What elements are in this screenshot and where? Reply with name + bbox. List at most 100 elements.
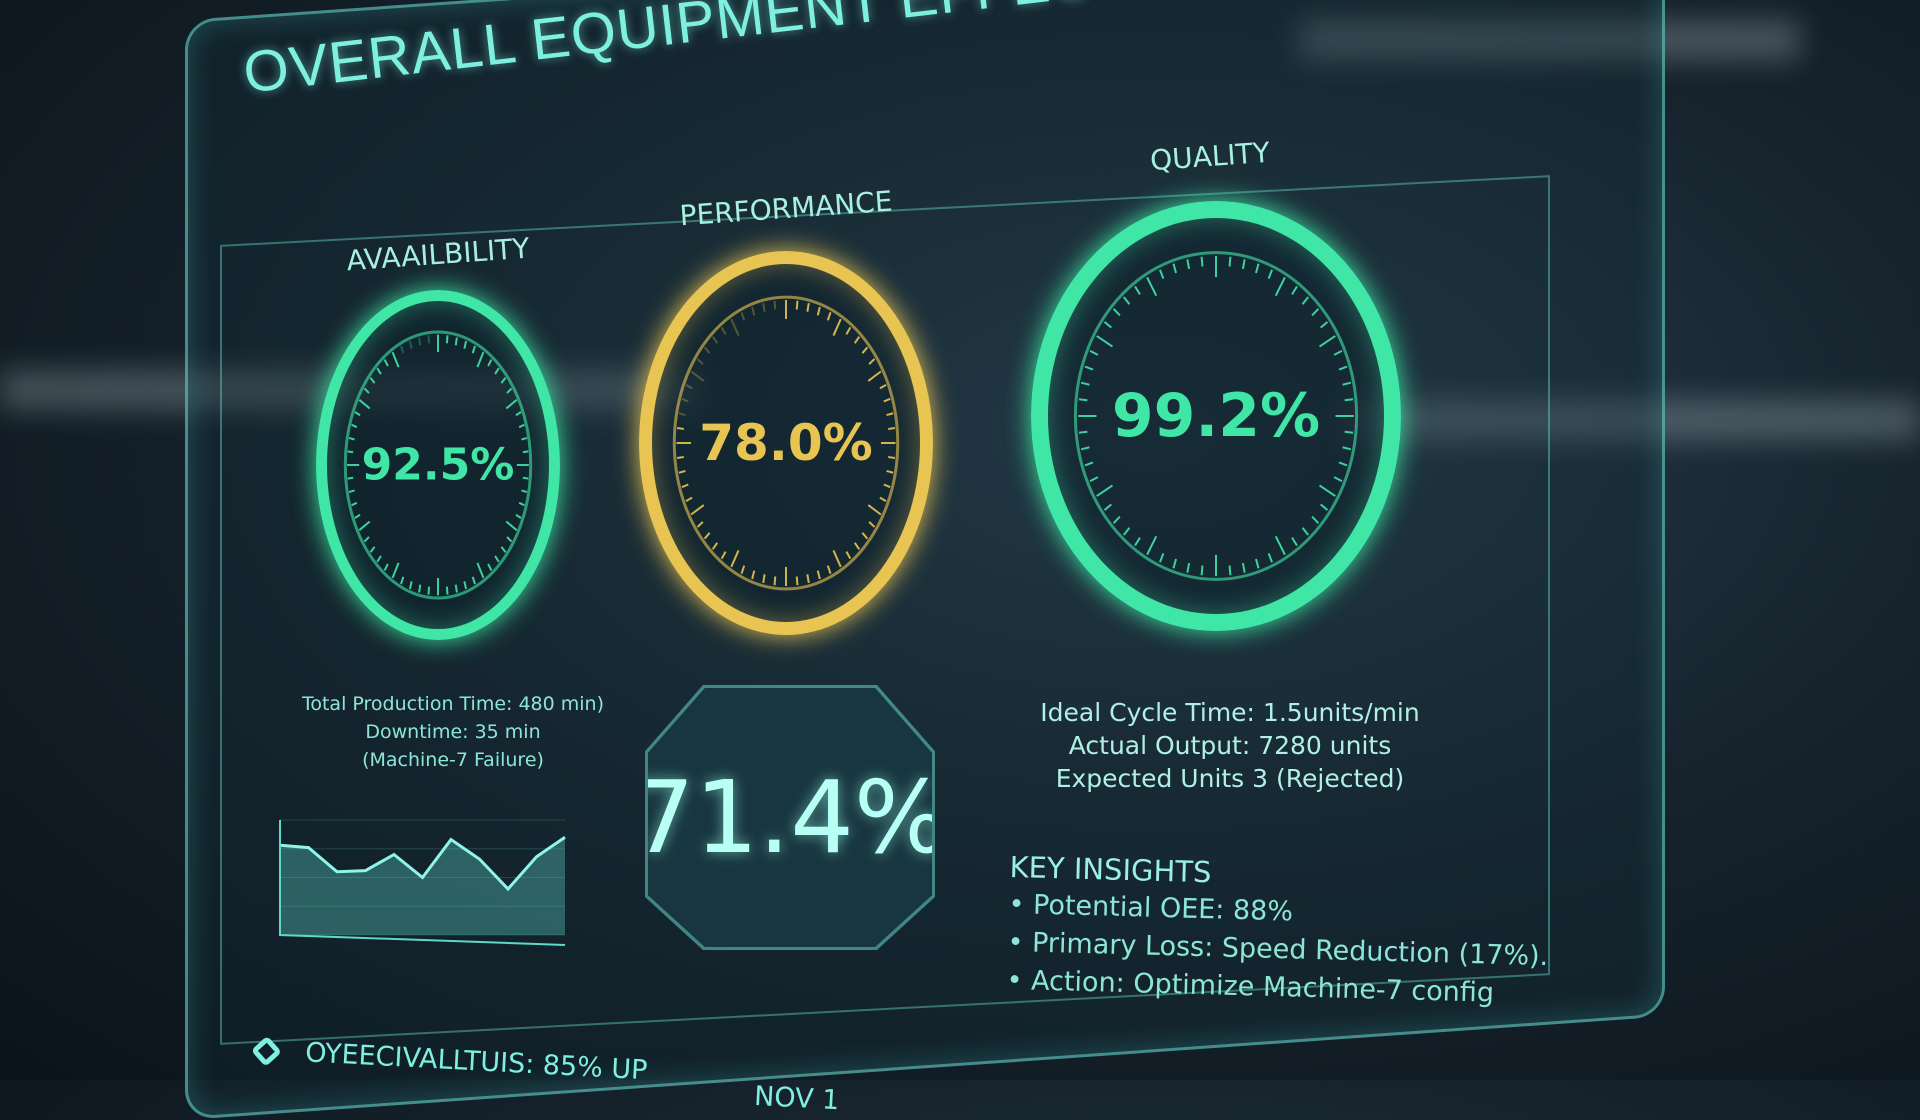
gauge-tick [806,574,810,584]
availability-details: Total Production Time: 480 min) Downtime… [302,690,604,774]
gauge-tick [471,345,476,354]
gauge-tick [1103,503,1112,511]
gauge-tick [678,469,686,474]
gauge-tick [879,496,887,503]
gauge-tick [1318,484,1336,497]
gauge-tick [1311,308,1320,317]
gauge-tick [681,397,689,403]
date-text: NOV 1 [753,1080,841,1117]
gauge-tick [730,550,740,568]
gauge-tick [1103,321,1112,329]
gauge-tick [832,550,842,568]
gauge-tick [773,300,777,310]
gauge-tick [703,532,711,540]
gauge-tick [1080,381,1090,386]
gauge-tick [762,302,766,312]
trend-chart [279,819,566,946]
gauge-tick [1112,515,1121,524]
gauge-tick [1078,430,1088,434]
gauge-tick [832,318,842,336]
gauge-ring [1073,251,1359,581]
gauge-tick [358,520,371,531]
ceiling-light [1350,400,1920,440]
gauge-tick [1301,527,1309,536]
detail-line: Expected Units 3 (Rejected) [1055,764,1405,793]
gauge-tick [463,340,468,349]
gauge-tick [816,570,821,580]
availability-value: 92.5% [361,439,515,491]
gauge-ticks [672,295,900,591]
gauge-tick [711,336,719,344]
gauge-tick [1320,321,1329,329]
gauge-tick [751,570,756,580]
gauge-tick [408,581,413,590]
gauge-tick [354,411,361,417]
gauge-tick [506,536,513,543]
gauge-tick [369,377,376,384]
gauge-tick [347,450,354,454]
gauge-tick [762,574,766,584]
gauge-ring [343,330,533,600]
gauge-tick [1342,381,1352,386]
gauge-tick [347,476,354,480]
performance-gauge: 78.0% [639,251,933,635]
gauge-tick [1333,349,1343,356]
gauge-tick [476,562,485,579]
quality-details: Ideal Cycle Time: 1.5units/min Actual Ou… [1040,696,1419,795]
gauge-tick [500,377,507,384]
gauge-tick [1241,562,1246,573]
gauge-ticks [343,330,533,600]
gauge-tick [795,300,799,310]
gauge-tick [888,427,896,430]
gauge-tick [1134,285,1141,295]
gauge-tick [730,318,740,336]
gauge-tick [1255,263,1260,274]
gauge-tick [711,542,719,550]
gauge-tick [427,335,431,344]
gauge-tick [720,326,727,335]
gauge-tick [400,345,405,354]
area-fill [280,837,565,935]
gauge-tick [1228,256,1232,267]
gauge-tick [676,427,684,430]
gauge-tick [515,513,522,519]
gauge-tick [363,387,370,394]
gauge-tick [1146,276,1158,297]
gauge-tick [696,358,704,365]
gauge-tick [1320,503,1329,511]
gauge-tick [740,312,746,321]
gauge-tick [1084,365,1094,371]
gauge-tick [1267,269,1273,280]
gauge-tick [1123,527,1131,536]
gauge-tick [685,496,693,503]
gauge-tick [861,532,869,540]
gauge-tick [1146,535,1158,556]
gauge-tick [348,436,355,441]
gauge-tick [826,312,832,321]
gauge-tick [1159,552,1165,563]
gauge-tick [376,555,382,563]
gauge-tick [1089,349,1099,356]
gauge-tick [454,337,458,346]
gauge-tick [427,586,431,595]
gauge-tick [1291,537,1298,547]
gauge-tick [1186,259,1191,270]
oee-value: 71.4% [631,759,949,876]
gauge-tick [1186,562,1191,573]
gauge-tick [1338,365,1348,371]
gauge-tick [1134,537,1141,547]
gauge-tick [1291,285,1298,295]
ceiling-light [1300,20,1800,60]
gauge-tick [1274,535,1286,556]
gauge-tick [879,383,887,390]
gauge-tick [1172,558,1177,569]
gauge-tick [886,469,894,474]
gauge-tick [888,456,896,459]
quality-value: 99.2% [1111,381,1321,451]
gauge-tick [1123,296,1131,305]
gauge-tick [376,367,382,375]
gauge-tick [867,504,882,516]
gauge-tick [418,337,422,346]
key-insights: KEY INSIGHTS • Potential OEE: 88% • Prim… [1006,848,1551,1014]
gauge-tick [795,576,799,586]
